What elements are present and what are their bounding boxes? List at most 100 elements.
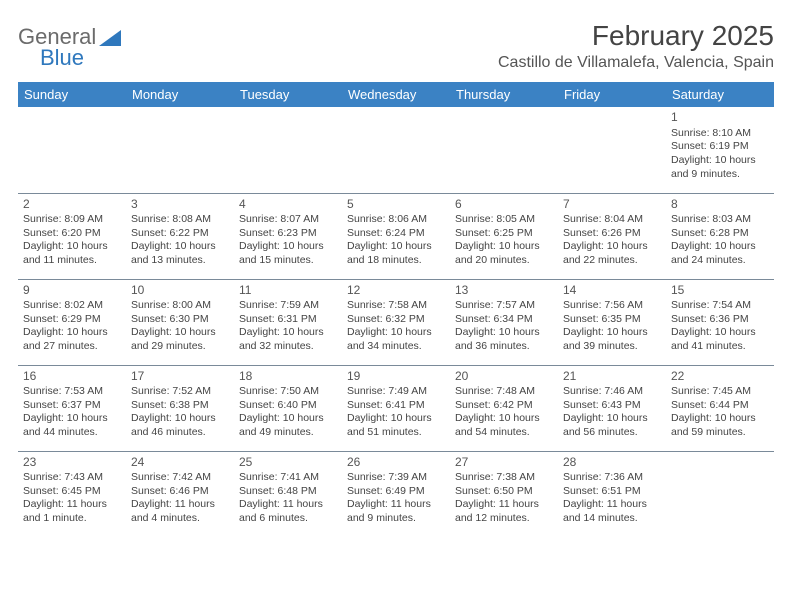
sunrise-line: Sunrise: 7:39 AM	[347, 471, 445, 485]
sunrise-line: Sunrise: 8:02 AM	[23, 299, 121, 313]
daylight-line: Daylight: 10 hours and 24 minutes.	[671, 240, 769, 267]
calendar-cell: 24Sunrise: 7:42 AMSunset: 6:46 PMDayligh…	[126, 451, 234, 537]
sunrise-line: Sunrise: 8:05 AM	[455, 213, 553, 227]
calendar-cell: 9Sunrise: 8:02 AMSunset: 6:29 PMDaylight…	[18, 279, 126, 365]
calendar-cell: 15Sunrise: 7:54 AMSunset: 6:36 PMDayligh…	[666, 279, 774, 365]
sunset-line: Sunset: 6:28 PM	[671, 227, 769, 241]
weekday-header: Saturday	[666, 82, 774, 107]
sunrise-line: Sunrise: 8:09 AM	[23, 213, 121, 227]
day-number: 7	[563, 197, 661, 213]
sunset-line: Sunset: 6:51 PM	[563, 485, 661, 499]
day-number: 16	[23, 369, 121, 385]
day-number: 21	[563, 369, 661, 385]
calendar-table: Sunday Monday Tuesday Wednesday Thursday…	[18, 82, 774, 537]
sunset-line: Sunset: 6:32 PM	[347, 313, 445, 327]
title-block: February 2025 Castillo de Villamalefa, V…	[498, 20, 774, 72]
weekday-header: Sunday	[18, 82, 126, 107]
sunrise-line: Sunrise: 8:07 AM	[239, 213, 337, 227]
weekday-header: Wednesday	[342, 82, 450, 107]
sunrise-line: Sunrise: 7:50 AM	[239, 385, 337, 399]
weekday-header-row: Sunday Monday Tuesday Wednesday Thursday…	[18, 82, 774, 107]
calendar-cell: 4Sunrise: 8:07 AMSunset: 6:23 PMDaylight…	[234, 193, 342, 279]
day-number: 15	[671, 283, 769, 299]
sunrise-line: Sunrise: 7:45 AM	[671, 385, 769, 399]
calendar-cell: 10Sunrise: 8:00 AMSunset: 6:30 PMDayligh…	[126, 279, 234, 365]
calendar-cell: 22Sunrise: 7:45 AMSunset: 6:44 PMDayligh…	[666, 365, 774, 451]
calendar-row: 1Sunrise: 8:10 AMSunset: 6:19 PMDaylight…	[18, 107, 774, 193]
sunset-line: Sunset: 6:42 PM	[455, 399, 553, 413]
sunset-line: Sunset: 6:41 PM	[347, 399, 445, 413]
sunrise-line: Sunrise: 7:52 AM	[131, 385, 229, 399]
daylight-line: Daylight: 10 hours and 22 minutes.	[563, 240, 661, 267]
day-number: 23	[23, 455, 121, 471]
calendar-cell: 8Sunrise: 8:03 AMSunset: 6:28 PMDaylight…	[666, 193, 774, 279]
sunrise-line: Sunrise: 7:46 AM	[563, 385, 661, 399]
calendar-row: 2Sunrise: 8:09 AMSunset: 6:20 PM Daylight…	[18, 193, 774, 279]
calendar-cell	[666, 451, 774, 537]
calendar-cell: 18Sunrise: 7:50 AMSunset: 6:40 PMDayligh…	[234, 365, 342, 451]
day-number: 26	[347, 455, 445, 471]
sunset-line: Sunset: 6:50 PM	[455, 485, 553, 499]
day-number: 20	[455, 369, 553, 385]
daylight-line: Daylight: 10 hours and 32 minutes.	[239, 326, 337, 353]
sunrise-line: Sunrise: 8:06 AM	[347, 213, 445, 227]
sunset-line: Sunset: 6:37 PM	[23, 399, 121, 413]
daylight-line: Daylight: 10 hours and 51 minutes.	[347, 412, 445, 439]
sunrise-line: Sunrise: 8:04 AM	[563, 213, 661, 227]
daylight-line: Daylight: 10 hours and 41 minutes.	[671, 326, 769, 353]
daylight-line: Daylight: 10 hours and 54 minutes.	[455, 412, 553, 439]
day-number: 2	[23, 197, 121, 213]
sunset-line: Sunset: 6:40 PM	[239, 399, 337, 413]
calendar-cell: 17Sunrise: 7:52 AMSunset: 6:38 PMDayligh…	[126, 365, 234, 451]
day-number: 4	[239, 197, 337, 213]
sunrise-line: Sunrise: 8:10 AM	[671, 127, 769, 141]
day-number: 3	[131, 197, 229, 213]
day-number: 14	[563, 283, 661, 299]
sunrise-line: Sunrise: 7:49 AM	[347, 385, 445, 399]
day-number: 13	[455, 283, 553, 299]
calendar-cell: 21Sunrise: 7:46 AMSunset: 6:43 PMDayligh…	[558, 365, 666, 451]
sunrise-line: Sunrise: 8:08 AM	[131, 213, 229, 227]
calendar-cell	[342, 107, 450, 193]
sunrise-line: Sunrise: 7:58 AM	[347, 299, 445, 313]
calendar-cell: 6Sunrise: 8:05 AMSunset: 6:25 PMDaylight…	[450, 193, 558, 279]
sunset-line: Sunset: 6:23 PM	[239, 227, 337, 241]
calendar-cell: 25Sunrise: 7:41 AMSunset: 6:48 PMDayligh…	[234, 451, 342, 537]
sunrise-line: Sunrise: 7:53 AM	[23, 385, 121, 399]
calendar-cell: 26Sunrise: 7:39 AMSunset: 6:49 PMDayligh…	[342, 451, 450, 537]
sunrise-line: Sunrise: 7:54 AM	[671, 299, 769, 313]
location: Castillo de Villamalefa, Valencia, Spain	[498, 54, 774, 72]
header: General Blue February 2025 Castillo de V…	[18, 20, 774, 72]
daylight-line: Daylight: 11 hours and 6 minutes.	[239, 498, 337, 525]
day-number: 28	[563, 455, 661, 471]
sunset-line: Sunset: 6:36 PM	[671, 313, 769, 327]
day-number: 24	[131, 455, 229, 471]
calendar-cell: 1Sunrise: 8:10 AMSunset: 6:19 PMDaylight…	[666, 107, 774, 193]
day-number: 22	[671, 369, 769, 385]
sunrise-line: Sunrise: 7:38 AM	[455, 471, 553, 485]
calendar-cell	[18, 107, 126, 193]
sunset-line: Sunset: 6:20 PM	[23, 227, 121, 241]
daylight-line: Daylight: 10 hours and 44 minutes.	[23, 412, 121, 439]
calendar-row: 23Sunrise: 7:43 AMSunset: 6:45 PMDayligh…	[18, 451, 774, 537]
logo-text-blue: Blue	[40, 47, 121, 69]
calendar-cell: 23Sunrise: 7:43 AMSunset: 6:45 PMDayligh…	[18, 451, 126, 537]
calendar-cell	[234, 107, 342, 193]
day-number: 25	[239, 455, 337, 471]
sunset-line: Sunset: 6:30 PM	[131, 313, 229, 327]
sunset-line: Sunset: 6:48 PM	[239, 485, 337, 499]
sunset-line: Sunset: 6:24 PM	[347, 227, 445, 241]
daylight-line: Daylight: 10 hours and 27 minutes.	[23, 326, 121, 353]
calendar-page: General Blue February 2025 Castillo de V…	[0, 0, 792, 537]
day-number: 9	[23, 283, 121, 299]
logo-sail-icon	[99, 30, 121, 46]
calendar-cell: 20Sunrise: 7:48 AMSunset: 6:42 PMDayligh…	[450, 365, 558, 451]
calendar-cell	[450, 107, 558, 193]
daylight-line: Daylight: 10 hours and 18 minutes.	[347, 240, 445, 267]
sunrise-line: Sunrise: 7:59 AM	[239, 299, 337, 313]
sunrise-line: Sunrise: 7:48 AM	[455, 385, 553, 399]
calendar-cell: 14Sunrise: 7:56 AMSunset: 6:35 PMDayligh…	[558, 279, 666, 365]
calendar-cell: 19Sunrise: 7:49 AMSunset: 6:41 PMDayligh…	[342, 365, 450, 451]
day-number: 19	[347, 369, 445, 385]
month-title: February 2025	[498, 20, 774, 52]
